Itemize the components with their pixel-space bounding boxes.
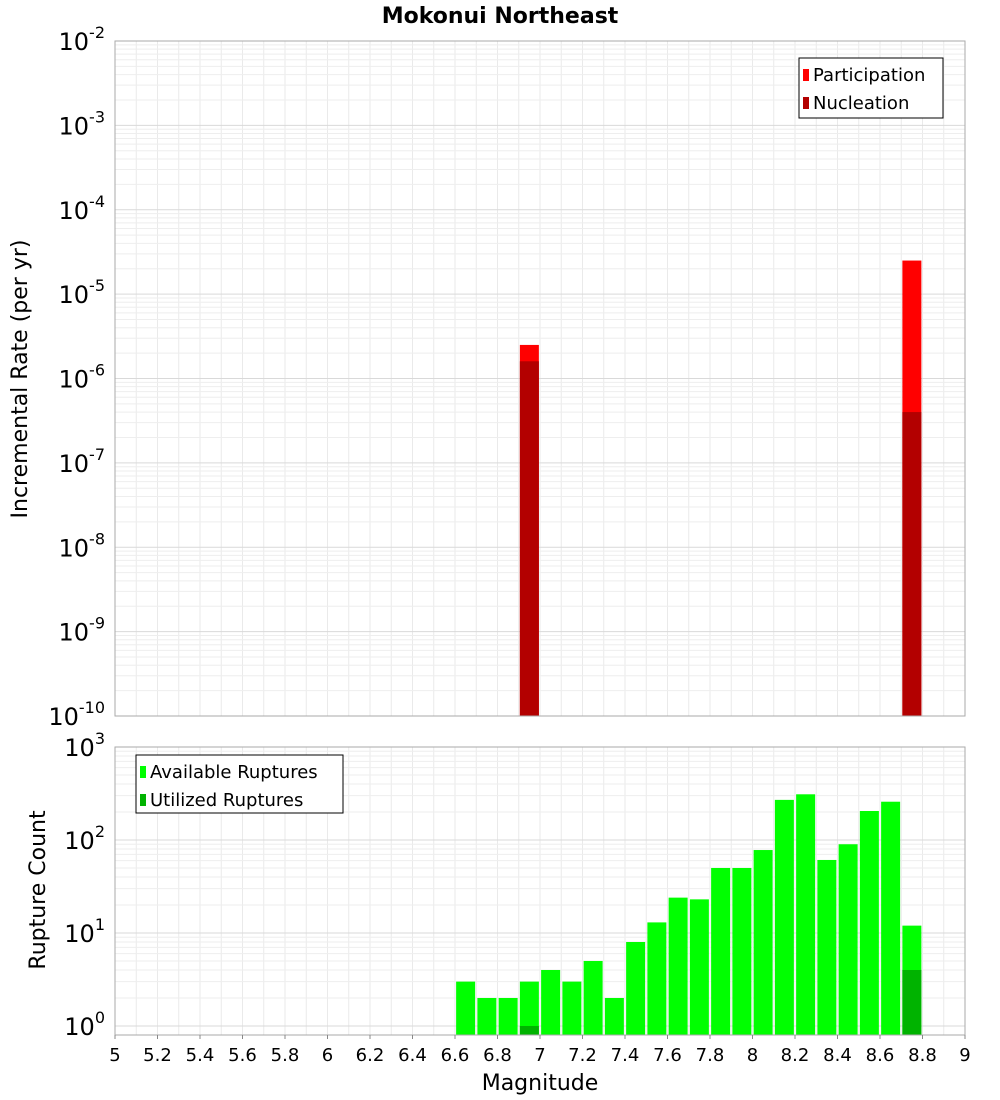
x-tick-label: 6.6 [441,1045,470,1066]
available-ruptures-bar [881,801,901,1035]
bottom-plot-bars [456,794,922,1035]
legend-entry: Utilized Ruptures [150,790,303,811]
x-tick-label: 6.8 [483,1045,512,1066]
available-ruptures-bar [732,867,752,1035]
bottom-y-axis-ticks: 100 101 102 103 [64,729,105,1041]
legend-swatch [803,69,809,81]
y-tick-label: 10-4 [59,192,106,225]
x-tick-label: 8.4 [823,1045,852,1066]
x-tick-label: 7.8 [696,1045,725,1066]
legend-entry: Nucleation [813,93,909,114]
x-tick-label: 5.6 [228,1045,257,1066]
legend-swatch [803,97,809,109]
x-tick-label: 8 [747,1045,758,1066]
available-ruptures-bar [604,997,624,1035]
legend-swatch [140,766,146,778]
top-plot-gridlines [114,41,966,717]
available-ruptures-bar [456,981,476,1035]
y-tick-label: 102 [64,822,105,855]
x-tick-label: 5.4 [186,1045,215,1066]
y-tick-label: 10-5 [59,276,106,309]
legend-box [135,754,344,814]
available-ruptures-bar [711,867,731,1035]
x-tick-label: 5.2 [143,1045,172,1066]
bottom-y-axis-label: Rupture Count [26,810,51,970]
available-ruptures-bar [668,897,688,1035]
top-y-axis-ticks: 10-10 10-9 10-8 10-7 10-6 10-5 10-4 10-3 10-2 [48,23,105,731]
chart-title: Mokonui Northeast [382,4,619,29]
top-plot-bars [519,260,922,716]
top-plot-frame [114,40,966,717]
available-ruptures-bar [796,794,816,1035]
available-ruptures-bar [541,969,561,1035]
utilized-ruptures-bar [519,1025,539,1035]
y-tick-label: 10-3 [59,107,106,140]
y-tick-label: 100 [64,1008,105,1041]
x-tick-label: 8.8 [908,1045,937,1066]
x-tick-label: 6.4 [398,1045,427,1066]
x-axis-ticks: 5 5.2 5.4 5.6 5.8 6 6.2 6.4 6.6 6.8 7 7.2 7.4 7.6 7.8 8… [109,1035,971,1066]
y-tick-label: 10-9 [59,614,106,647]
x-tick-label: 7 [534,1045,545,1066]
available-ruptures-bar [562,981,582,1035]
x-tick-label: 8.6 [866,1045,895,1066]
x-tick-label: 7.4 [611,1045,640,1066]
x-axis-label: Magnitude [482,1071,599,1096]
x-tick-label: 7.2 [568,1045,597,1066]
available-ruptures-bar [477,997,497,1035]
y-tick-label: 103 [64,729,105,762]
x-tick-label: 6 [322,1045,333,1066]
y-tick-label: 10-2 [59,23,106,56]
y-tick-label: 101 [64,915,105,948]
top-y-axis-label: Incremental Rate (per yr) [8,240,33,519]
available-ruptures-bar [626,942,646,1035]
y-tick-label: 10-6 [59,361,106,394]
available-ruptures-bar [689,899,709,1035]
available-ruptures-bar [817,859,837,1035]
available-ruptures-bar [583,960,603,1035]
top-legend: Participation Nucleation [798,57,944,119]
available-ruptures-bar [647,922,667,1035]
available-ruptures-bar [519,981,539,1035]
legend-entry: Available Ruptures [150,762,318,783]
available-ruptures-bar [859,811,879,1035]
y-tick-label: 10-10 [48,698,105,731]
x-tick-label: 6.2 [356,1045,385,1066]
x-tick-label: 8.2 [781,1045,810,1066]
utilized-ruptures-bar [902,969,922,1035]
nucleation-bar [902,412,922,716]
available-ruptures-bar [774,799,794,1035]
available-ruptures-bar [838,844,858,1035]
y-tick-label: 10-7 [59,445,106,478]
y-tick-label: 10-8 [59,529,106,562]
x-tick-label: 5.8 [271,1045,300,1066]
x-tick-label: 7.6 [653,1045,682,1066]
available-ruptures-bar [498,997,518,1035]
legend-swatch [140,794,146,806]
legend-entry: Participation [813,65,925,86]
x-tick-label: 5 [109,1045,120,1066]
legend-box [798,57,944,119]
nucleation-bar [519,361,539,716]
bottom-legend: Available Ruptures Utilized Ruptures [135,754,344,814]
available-ruptures-bar [753,850,773,1035]
x-tick-label: 9 [959,1045,970,1066]
